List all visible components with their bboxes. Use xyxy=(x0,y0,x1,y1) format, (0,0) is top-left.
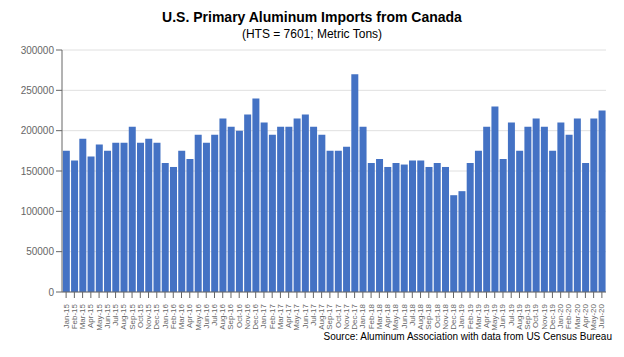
html-text:Source: Aluminum Association w: Source: Aluminum Association with data f… xyxy=(323,331,612,342)
svg-text:0: 0 xyxy=(48,287,54,298)
svg-text:Oct-15: Oct-15 xyxy=(135,304,145,328)
svg-text:Jan-19: Jan-19 xyxy=(457,304,467,329)
svg-text:Mar-18: Mar-18 xyxy=(374,304,384,330)
svg-text:Aug-17: Aug-17 xyxy=(317,304,327,330)
svg-text:Jul-15: Jul-15 xyxy=(111,304,121,326)
html-text:U.S. Primary Aluminum Imports: U.S. Primary Aluminum Imports from Canad… xyxy=(162,9,462,25)
svg-text:Jul-17: Jul-17 xyxy=(308,304,318,326)
svg-text:Apr-20: Apr-20 xyxy=(580,304,590,328)
svg-text:Oct-17: Oct-17 xyxy=(333,304,343,328)
svg-text:Jun-16: Jun-16 xyxy=(201,304,211,329)
svg-text:Sep-16: Sep-16 xyxy=(226,304,236,330)
svg-text:Mar-19: Mar-19 xyxy=(473,304,483,330)
svg-text:Jan-18: Jan-18 xyxy=(358,304,368,329)
svg-text:Apr-19: Apr-19 xyxy=(482,304,491,328)
svg-text:Sep-15: Sep-15 xyxy=(127,304,137,330)
svg-text:Feb-20: Feb-20 xyxy=(564,304,574,330)
svg-text:250000: 250000 xyxy=(21,85,55,96)
svg-text:Mar-20: Mar-20 xyxy=(572,304,582,330)
svg-text:Sep-17: Sep-17 xyxy=(325,304,335,330)
svg-text:Dec-19: Dec-19 xyxy=(547,304,557,330)
svg-text:Aug-16: Aug-16 xyxy=(218,304,228,330)
svg-text:Apr-16: Apr-16 xyxy=(185,304,195,328)
svg-text:Sep-19: Sep-19 xyxy=(523,304,533,330)
svg-text:Oct-16: Oct-16 xyxy=(234,304,244,328)
svg-text:Dec-16: Dec-16 xyxy=(251,304,261,330)
svg-text:Jun-19: Jun-19 xyxy=(498,304,508,329)
svg-text:Mar-15: Mar-15 xyxy=(78,304,88,330)
svg-text:Jul-18: Jul-18 xyxy=(407,304,417,326)
svg-text:Oct-18: Oct-18 xyxy=(432,304,442,328)
svg-text:Aug-15: Aug-15 xyxy=(119,304,129,330)
svg-text:Jan-15: Jan-15 xyxy=(61,304,71,329)
svg-text:Apr-15: Apr-15 xyxy=(86,304,96,328)
svg-text:Dec-18: Dec-18 xyxy=(449,304,458,330)
svg-text:Dec-17: Dec-17 xyxy=(350,304,360,330)
svg-text:Jun-20: Jun-20 xyxy=(597,303,606,328)
svg-text:150000: 150000 xyxy=(21,166,55,177)
svg-text:Jun-17: Jun-17 xyxy=(300,304,310,329)
svg-text:Jan-16: Jan-16 xyxy=(160,304,170,329)
svg-text:Apr-17: Apr-17 xyxy=(284,304,294,328)
svg-text:Nov-15: Nov-15 xyxy=(144,304,153,330)
svg-text:Mar-17: Mar-17 xyxy=(275,304,285,330)
svg-text:Aug-18: Aug-18 xyxy=(416,304,425,330)
svg-text:Mar-16: Mar-16 xyxy=(177,304,186,330)
svg-text:Nov-18: Nov-18 xyxy=(440,304,450,330)
svg-text:Aug-19: Aug-19 xyxy=(515,304,524,330)
svg-text:Jun-18: Jun-18 xyxy=(399,304,409,329)
html-text:(HTS = 7601; Metric Tons): (HTS = 7601; Metric Tons) xyxy=(241,27,383,41)
svg-text:Feb-16: Feb-16 xyxy=(168,304,178,330)
svg-text:Jan-17: Jan-17 xyxy=(259,304,269,329)
svg-text:Oct-19: Oct-19 xyxy=(531,304,541,328)
svg-text:Jul-19: Jul-19 xyxy=(506,304,516,326)
svg-text:300000: 300000 xyxy=(21,45,55,56)
svg-text:Sep-18: Sep-18 xyxy=(424,304,434,330)
svg-text:100000: 100000 xyxy=(21,206,55,217)
svg-text:Feb-15: Feb-15 xyxy=(69,304,79,330)
svg-text:Feb-17: Feb-17 xyxy=(267,304,277,330)
svg-text:200000: 200000 xyxy=(21,125,55,136)
svg-text:Nov-17: Nov-17 xyxy=(341,304,351,330)
svg-text:50000: 50000 xyxy=(26,246,54,257)
svg-text:Feb-18: Feb-18 xyxy=(366,304,376,330)
svg-text:Nov-19: Nov-19 xyxy=(539,304,549,330)
svg-text:Jun-15: Jun-15 xyxy=(102,304,112,329)
svg-text:Jan-20: Jan-20 xyxy=(556,304,566,329)
svg-text:Apr-18: Apr-18 xyxy=(383,304,393,328)
svg-text:Dec-15: Dec-15 xyxy=(152,304,162,330)
svg-text:Jul-16: Jul-16 xyxy=(210,304,219,326)
svg-text:Feb-19: Feb-19 xyxy=(465,304,475,330)
svg-text:Nov-16: Nov-16 xyxy=(243,304,252,330)
